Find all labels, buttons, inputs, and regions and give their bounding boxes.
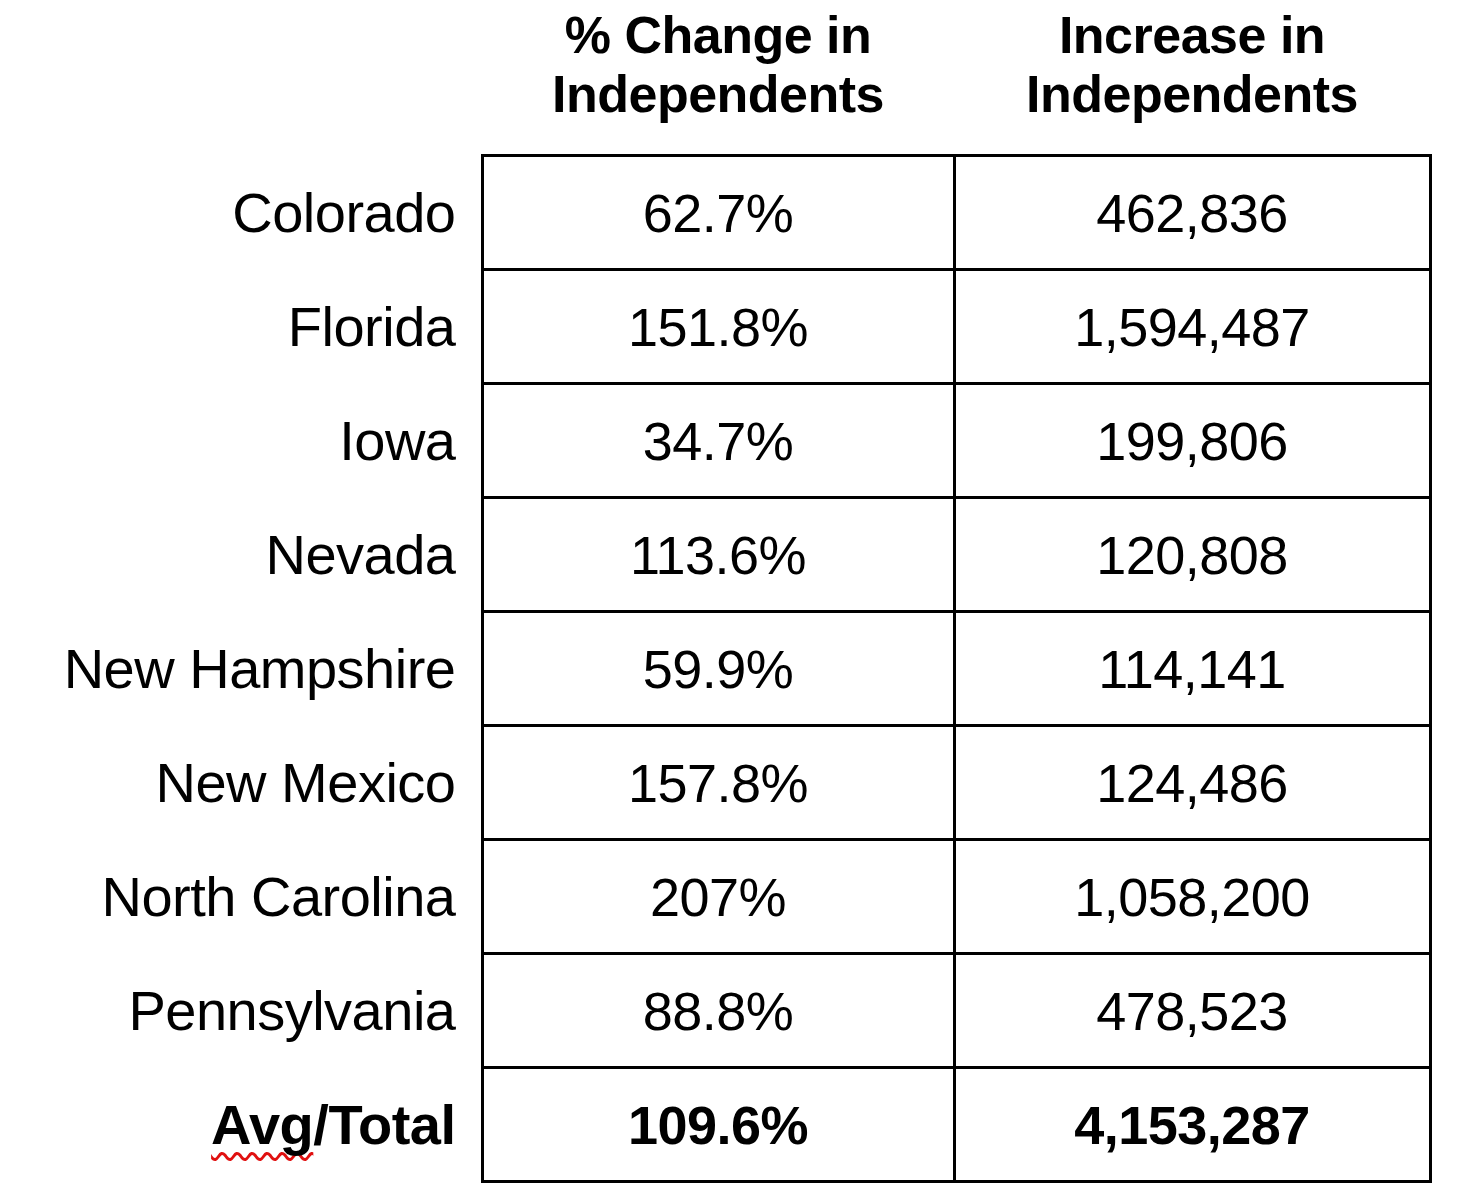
column-header-increase: Increase in Independents: [954, 6, 1430, 124]
total-pct-change-cell: 109.6%: [482, 1068, 954, 1182]
table-row-new-mexico: New Mexico 157.8% 124,486: [0, 726, 1430, 840]
pct-change-cell: 113.6%: [482, 498, 954, 612]
table-row-nevada: Nevada 113.6% 120,808: [0, 498, 1430, 612]
total-row-label: Avg/Total: [0, 1068, 482, 1182]
row-label: Colorado: [0, 156, 482, 270]
pct-change-cell: 157.8%: [482, 726, 954, 840]
pct-change-cell: 62.7%: [482, 156, 954, 270]
increase-cell: 124,486: [954, 726, 1430, 840]
increase-cell: 120,808: [954, 498, 1430, 612]
table-column-headers: % Change in Independents Increase in Ind…: [482, 6, 1430, 124]
pct-change-cell: 34.7%: [482, 384, 954, 498]
increase-cell: 478,523: [954, 954, 1430, 1068]
total-row: Avg/Total 109.6% 4,153,287: [0, 1068, 1430, 1182]
column-header-pct-change: % Change in Independents: [482, 6, 954, 124]
table-row-north-carolina: North Carolina 207% 1,058,200: [0, 840, 1430, 954]
row-label: New Hampshire: [0, 612, 482, 726]
total-increase-cell: 4,153,287: [954, 1068, 1430, 1182]
table-row-pennsylvania: Pennsylvania 88.8% 478,523: [0, 954, 1430, 1068]
increase-cell: 114,141: [954, 612, 1430, 726]
table-row-iowa: Iowa 34.7% 199,806: [0, 384, 1430, 498]
independents-table: Colorado 62.7% 462,836 Florida 151.8% 1,…: [0, 154, 1432, 1183]
pct-change-cell: 59.9%: [482, 612, 954, 726]
increase-cell: 199,806: [954, 384, 1430, 498]
pct-change-cell: 151.8%: [482, 270, 954, 384]
row-label: Iowa: [0, 384, 482, 498]
row-label: Florida: [0, 270, 482, 384]
pct-change-cell: 207%: [482, 840, 954, 954]
table-row-new-hampshire: New Hampshire 59.9% 114,141: [0, 612, 1430, 726]
row-label: North Carolina: [0, 840, 482, 954]
table-row-colorado: Colorado 62.7% 462,836: [0, 156, 1430, 270]
total-row-label-rest: /Total: [313, 1093, 455, 1156]
table-row-florida: Florida 151.8% 1,594,487: [0, 270, 1430, 384]
increase-cell: 1,058,200: [954, 840, 1430, 954]
misspelled-word: Avg: [211, 1093, 313, 1156]
increase-cell: 1,594,487: [954, 270, 1430, 384]
pct-change-cell: 88.8%: [482, 954, 954, 1068]
row-label: New Mexico: [0, 726, 482, 840]
document-canvas: % Change in Independents Increase in Ind…: [0, 0, 1480, 1204]
row-label: Nevada: [0, 498, 482, 612]
increase-cell: 462,836: [954, 156, 1430, 270]
row-label: Pennsylvania: [0, 954, 482, 1068]
